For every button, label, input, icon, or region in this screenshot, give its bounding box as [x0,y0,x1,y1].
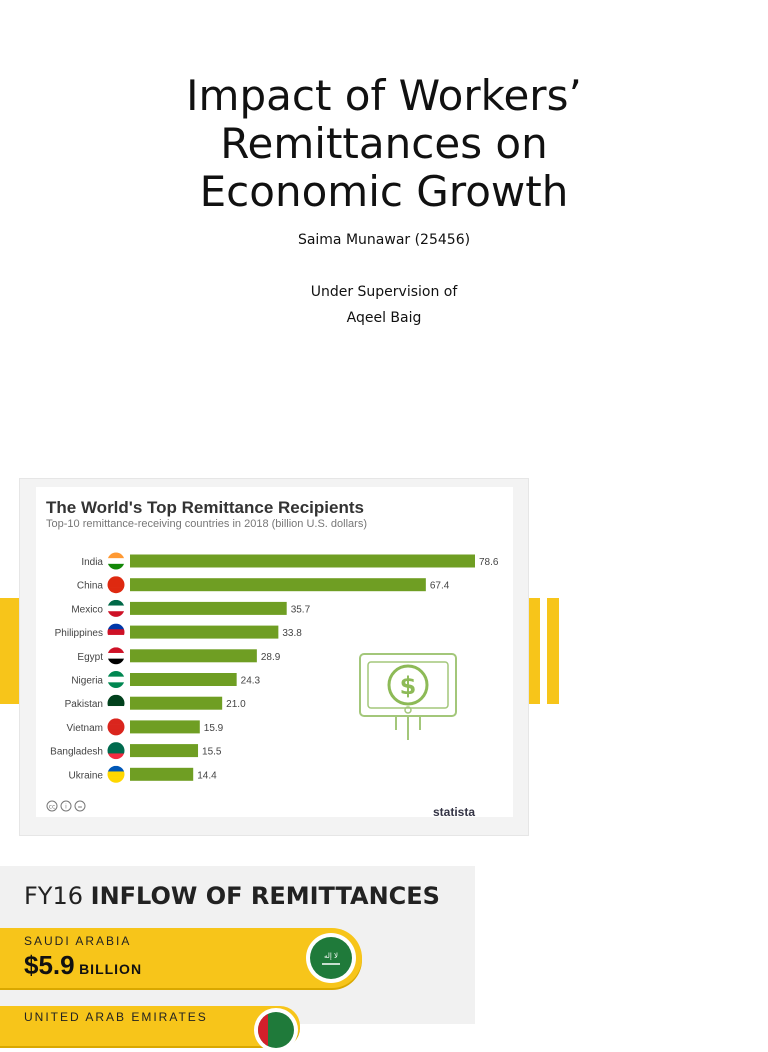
bar [130,578,426,592]
title-line-2: Remittances on [220,119,548,168]
country-flag-icon [107,647,125,665]
value-label: 28.9 [261,652,281,663]
value-label: 33.8 [282,628,302,639]
category-label: Nigeria [71,676,103,687]
chart-card [19,478,529,836]
right-yellow-bar-1 [528,598,540,704]
chart-source-logo: statista [433,805,476,819]
value-label: 24.3 [241,676,261,687]
supervisor-name: Aqeel Baig [346,310,422,326]
country-flag-icon [107,552,125,570]
slide-title: Impact of Workers’ Remittances on Econom… [84,72,684,216]
author-name: Saima Munawar (25456) [297,232,471,248]
country-flag-icon [107,671,125,688]
svg-text:$: $ [400,672,417,700]
category-label: Philippines [55,628,103,639]
bar [130,767,194,781]
value-label: 15.9 [204,723,224,734]
bar [130,673,237,686]
title-line-3: Economic Growth [199,167,569,216]
country-flag-icon [107,599,125,617]
svg-text:ﻻ ﺇﻟﻪ: ﻻ ﺇﻟﻪ [324,952,338,960]
saudi-flag-icon: ﻻ ﺇﻟﻪ [310,937,352,979]
chart-subtitle: Top-10 remittance-receiving countries in… [46,518,367,530]
value-label: 67.4 [430,581,450,592]
amount-saudi-arabia: $5.9 BILLION [24,950,142,981]
remittances-title-year: FY16 [24,882,91,910]
value-label: 35.7 [291,604,311,615]
value-label: 21.0 [226,699,246,710]
country-flag-icon [107,718,125,736]
left-yellow-bar [0,598,19,704]
country-flag-icon [107,576,125,594]
country-flag-icon [107,623,125,641]
saudi-pill [0,928,362,988]
creative-commons-icon: cc i = [46,800,90,815]
country-saudi-arabia: SAUDI ARABIA [24,934,132,948]
category-label: Bangladesh [50,747,103,758]
bar [130,601,287,615]
amount-value: $5.9 [24,950,75,980]
category-label: Mexico [71,604,103,615]
bar [130,649,257,663]
country-flag-icon [107,742,125,760]
right-yellow-bar-2 [547,598,559,704]
bar [130,744,199,758]
bar [130,720,200,734]
chart-title: The World's Top Remittance Recipients [46,498,364,517]
supervision-label: Under Supervision of [310,284,458,300]
svg-text:i: i [65,804,67,811]
bar-chart: India 78.6 China 67.4 Mexico 35.7 Philippines 3… [50,552,499,783]
svg-text:=: = [77,804,82,811]
country-uae: UNITED ARAB EMIRATES [24,1010,208,1024]
title-line-1: Impact of Workers’ [186,71,582,120]
bar [130,696,223,710]
bar [130,625,279,639]
value-label: 14.4 [197,770,217,781]
category-label: Egypt [77,652,103,663]
country-flag-icon [107,694,125,712]
amount-unit: BILLION [79,961,143,977]
value-label: 78.6 [479,557,499,568]
remittances-title-bold: INFLOW OF REMITTANCES [90,882,440,910]
remittances-title: FY16 INFLOW OF REMITTANCES [24,882,440,910]
category-label: India [81,557,103,568]
svg-text:cc: cc [49,804,56,811]
uae-flag-icon [258,1012,294,1048]
category-label: China [77,581,104,592]
bar [130,554,475,568]
category-label: Ukraine [69,770,104,781]
money-icon: $ [359,653,457,740]
country-flag-icon [107,765,125,783]
category-label: Vietnam [66,723,103,734]
value-label: 15.5 [202,747,222,758]
category-label: Pakistan [65,699,103,710]
